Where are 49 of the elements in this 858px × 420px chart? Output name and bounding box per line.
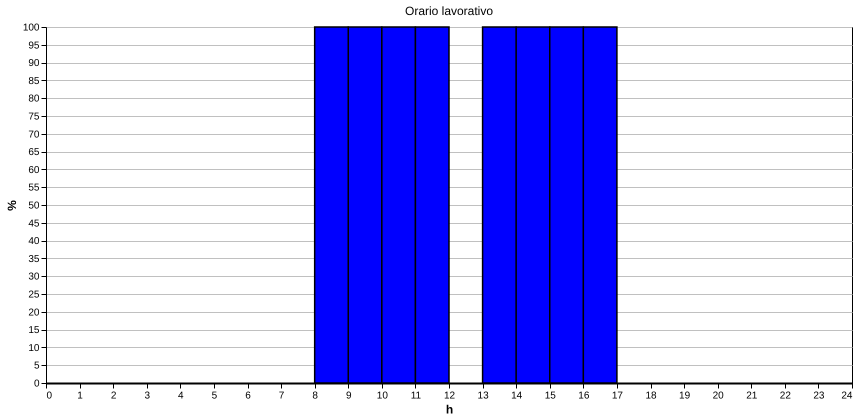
x-tick-label: 2 (110, 390, 117, 402)
x-tick-label: 15 (544, 390, 556, 402)
y-tick-label: 100 (22, 22, 40, 34)
y-tick-label: 65 (28, 147, 40, 158)
y-tick-label: 30 (28, 272, 40, 283)
y-tick-label: 5 (34, 360, 40, 372)
y-tick-label: 95 (28, 40, 40, 52)
x-tick-label: 6 (245, 390, 252, 402)
chart-title: Orario lavorativo (404, 4, 494, 18)
x-tick-label: 7 (278, 390, 285, 402)
x-tick-label: 0 (46, 390, 52, 402)
y-tick-label: 90 (28, 58, 40, 70)
y-tick-label: 75 (28, 112, 40, 122)
y-tick-label: 15 (28, 325, 40, 336)
y-tick-label: 40 (28, 236, 40, 248)
y-tick-label: 10 (28, 342, 40, 354)
x-tick-label: 20 (712, 390, 724, 402)
x-tick-label: 23 (813, 390, 825, 402)
x-tick-label: 18 (645, 390, 657, 402)
x-tick-label: 8 (312, 390, 318, 402)
y-tick-label: 85 (28, 76, 40, 87)
y-tick-label: 35 (28, 254, 40, 265)
y-axis-title: % (4, 200, 19, 211)
x-tick-label: 13 (478, 390, 490, 402)
x-tick-label: 10 (376, 390, 388, 402)
x-tick-label: 22 (780, 390, 792, 402)
x-tick-label: 14 (511, 390, 523, 402)
x-tick-label: 5 (212, 390, 218, 402)
x-axis-title: h (446, 402, 454, 416)
x-tick-label: 12 (444, 390, 456, 402)
y-tick-label: 70 (28, 129, 40, 140)
y-tick-label: 45 (28, 218, 40, 230)
x-tick-label: 3 (144, 390, 150, 402)
x-tick-label: 17 (612, 390, 624, 402)
y-tick-label: 50 (28, 200, 40, 212)
x-tick-label: 19 (679, 390, 691, 402)
y-tick-label: 80 (28, 94, 40, 105)
y-tick-label: 60 (28, 164, 40, 176)
x-tick-label: 16 (578, 390, 590, 402)
y-tick-label: 0 (34, 378, 40, 390)
x-tick-label: 4 (178, 390, 184, 402)
y-tick-label: 55 (28, 182, 40, 194)
x-tick-label: 11 (410, 390, 422, 402)
y-tick-label: 20 (28, 307, 40, 318)
y-tick-label: 25 (28, 290, 40, 300)
x-tick-label: 21 (746, 390, 758, 402)
x-tick-label: 1 (77, 390, 84, 402)
x-tick-label: 24 (841, 390, 853, 402)
x-tick-label: 9 (346, 390, 352, 402)
